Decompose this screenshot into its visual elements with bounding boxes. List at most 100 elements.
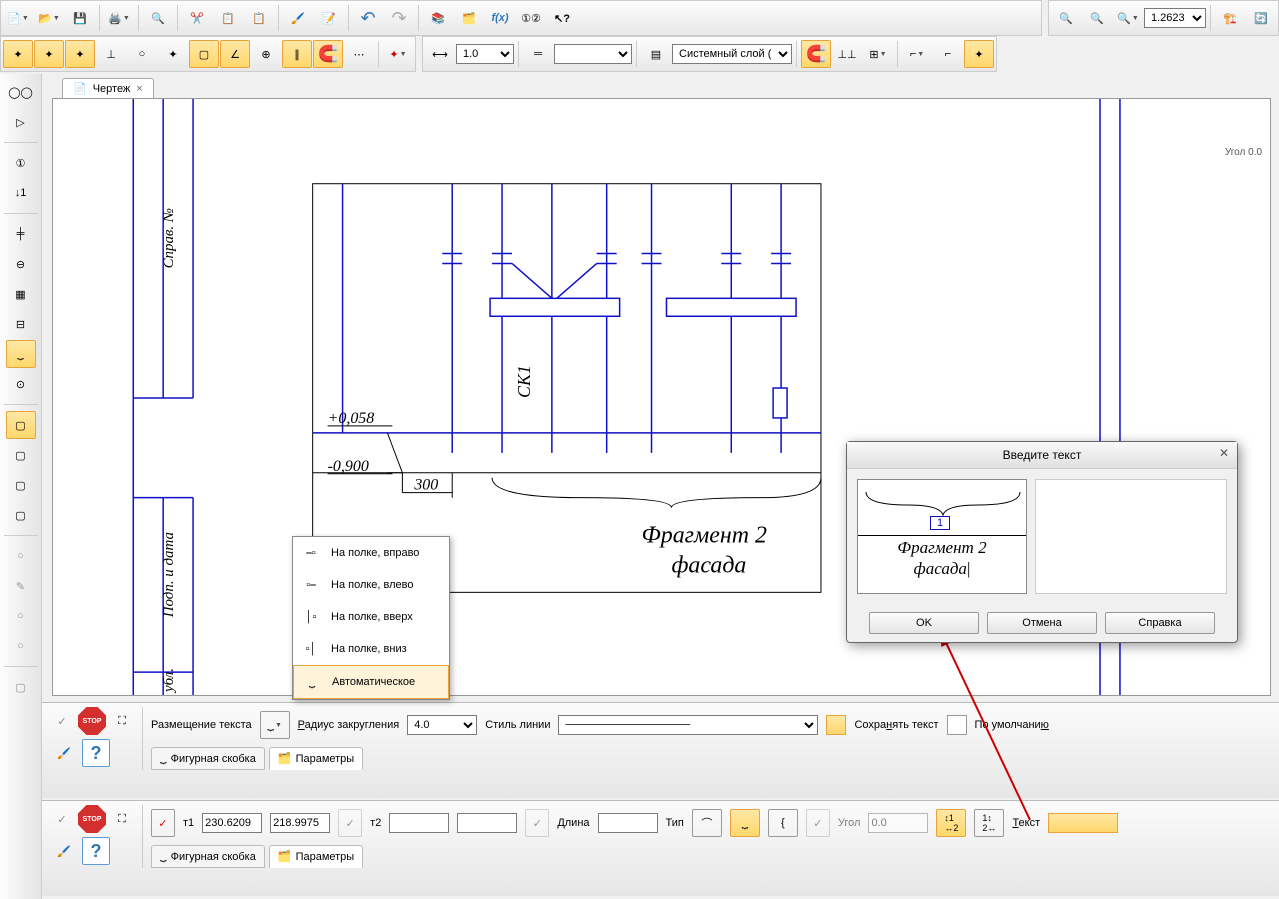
manager-button[interactable]: 🗂️: [454, 4, 484, 32]
level-button[interactable]: ↓1: [6, 179, 36, 207]
t2-lock-button[interactable]: ✓: [338, 809, 362, 837]
snap-parallel-button[interactable]: ∥: [282, 40, 312, 68]
linestyle-select[interactable]: [554, 44, 632, 64]
type-3-button[interactable]: {: [768, 809, 798, 837]
zoom-window-button[interactable]: 🔍: [1082, 4, 1112, 32]
snap-point-button[interactable]: ✦: [3, 40, 33, 68]
snap-perp-button[interactable]: ⊥: [96, 40, 126, 68]
autocreate-button[interactable]: ⛶: [110, 707, 134, 735]
mode-1-button[interactable]: ↕1↔2: [936, 809, 966, 837]
length-lock-button[interactable]: ✓: [525, 809, 549, 837]
autocreate2-button[interactable]: ⛶: [110, 805, 134, 833]
brush-button[interactable]: 🖌️: [50, 739, 78, 767]
zoom-in-button[interactable]: 🔍: [1051, 4, 1081, 32]
text-field[interactable]: [1048, 813, 1118, 833]
snap-tangent-button[interactable]: ○: [127, 40, 157, 68]
print-button[interactable]: 🖨️▼: [104, 4, 134, 32]
zoom-fit-button[interactable]: 🔍▼: [1113, 4, 1143, 32]
dialog-ok-button[interactable]: OK: [869, 612, 979, 634]
angle-input[interactable]: [868, 813, 928, 833]
open-file-button[interactable]: 📂▼: [34, 4, 64, 32]
ucs-button[interactable]: ⌐▼: [902, 40, 932, 68]
dialog-help-button[interactable]: Справка: [1105, 612, 1215, 634]
stop2-button[interactable]: STOP: [78, 805, 106, 833]
menu-item-up[interactable]: │▫На полке, вверх: [293, 601, 449, 633]
snap-near-button[interactable]: ✦: [158, 40, 188, 68]
ortho-button[interactable]: ⊥⊥: [832, 40, 862, 68]
linewidth-select[interactable]: 1.0: [456, 44, 514, 64]
brush2-button[interactable]: 🖌️: [50, 837, 78, 865]
tool-b-button[interactable]: ▢: [6, 441, 36, 469]
rebuild-button[interactable]: 🏗️: [1215, 4, 1245, 32]
linestyle-button[interactable]: ═: [523, 40, 553, 68]
step-button[interactable]: ⌐: [933, 40, 963, 68]
snap-mid-button[interactable]: ✦: [34, 40, 64, 68]
view-button[interactable]: ◯◯: [6, 78, 36, 106]
new-file-button[interactable]: 📄▼: [3, 4, 33, 32]
dialog-close-button[interactable]: ✕: [1219, 446, 1229, 460]
stop-button[interactable]: STOP: [78, 707, 106, 735]
circle-button[interactable]: ⊙: [6, 370, 36, 398]
menu-item-right[interactable]: ⎯▫На полке, вправо: [293, 537, 449, 569]
snap-center-button[interactable]: ⊕: [251, 40, 281, 68]
apply2-button[interactable]: ✓: [50, 805, 74, 833]
help2-button[interactable]: ?: [82, 837, 110, 865]
properties-button[interactable]: 📝: [314, 4, 344, 32]
save-file-button[interactable]: 💾: [65, 4, 95, 32]
zoom-select[interactable]: 1.2623: [1144, 8, 1206, 28]
panel1-tab-params[interactable]: 🗂️Параметры: [269, 747, 363, 770]
length-input[interactable]: [598, 813, 658, 833]
snap-intersect-button[interactable]: ✦: [65, 40, 95, 68]
menu-item-left[interactable]: ▫⎯На полке, влево: [293, 569, 449, 601]
measure-button[interactable]: ▷: [6, 108, 36, 136]
preview-button[interactable]: 🔍: [143, 4, 173, 32]
tool-i-button[interactable]: ▢: [6, 673, 36, 701]
t1-x-input[interactable]: [202, 813, 262, 833]
refresh-button[interactable]: 🔄: [1246, 4, 1276, 32]
linestyle-select2[interactable]: ────────────────: [558, 715, 818, 735]
detail-button[interactable]: ⊖: [6, 250, 36, 278]
snap-grid-button[interactable]: ▢: [189, 40, 219, 68]
menu-item-down[interactable]: ▫│На полке, вниз: [293, 633, 449, 665]
placement-dropdown[interactable]: ⏟▼: [260, 711, 290, 739]
radius-select[interactable]: 4.0: [407, 715, 477, 735]
snap-point2-button[interactable]: ✦▼: [383, 40, 413, 68]
undo-button[interactable]: ↶: [353, 4, 383, 32]
default-checkbox[interactable]: [947, 715, 967, 735]
tool-a-button[interactable]: ▢: [6, 411, 36, 439]
dialog-cancel-button[interactable]: Отмена: [987, 612, 1097, 634]
tool-e-button[interactable]: ○: [6, 542, 36, 570]
variables-button[interactable]: f(x): [485, 4, 515, 32]
snap-angle-button[interactable]: ∠: [220, 40, 250, 68]
document-tab[interactable]: 📄 Чертеж ×: [62, 78, 154, 98]
tool-g-button[interactable]: ○: [6, 602, 36, 630]
panel2-tab-brace[interactable]: ⏟Фигурная скобка: [151, 845, 265, 868]
cut-button[interactable]: ✂️: [182, 4, 212, 32]
menu-item-auto[interactable]: ⏟Автоматическое: [293, 665, 449, 699]
format-painter-button[interactable]: 🖌️: [283, 4, 313, 32]
whatsthis-button[interactable]: ↖?: [547, 4, 577, 32]
tool-h-button[interactable]: ○: [6, 632, 36, 660]
t2-y-input[interactable]: [457, 813, 517, 833]
layers-button[interactable]: ▤: [641, 40, 671, 68]
apply-button[interactable]: ✓: [50, 707, 74, 735]
brace-button[interactable]: ⏟: [6, 340, 36, 368]
tool-f-button[interactable]: ✎: [6, 572, 36, 600]
tool-c-button[interactable]: ▢: [6, 471, 36, 499]
redo-button[interactable]: ↷: [384, 4, 414, 32]
snap-magnet-button[interactable]: 🧲: [313, 40, 343, 68]
type-2-button[interactable]: ⏟: [730, 809, 760, 837]
panel1-tab-brace[interactable]: ⏟Фигурная скобка: [151, 747, 265, 770]
grid-button[interactable]: ⊞▼: [863, 40, 893, 68]
mode-2-button[interactable]: 1↕2↔: [974, 809, 1004, 837]
hatch-button[interactable]: ▦: [6, 280, 36, 308]
numbering-button[interactable]: ①②: [516, 4, 546, 32]
snap-ext-button[interactable]: ⋯: [344, 40, 374, 68]
t2-x-input[interactable]: [389, 813, 449, 833]
tab-close-button[interactable]: ×: [136, 83, 142, 95]
track-button[interactable]: ✦: [964, 40, 994, 68]
angle-lock-button[interactable]: ✓: [806, 809, 830, 837]
t1-lock-button[interactable]: ✓: [151, 809, 175, 837]
copy-button[interactable]: 📋: [213, 4, 243, 32]
tool-d-button[interactable]: ▢: [6, 501, 36, 529]
